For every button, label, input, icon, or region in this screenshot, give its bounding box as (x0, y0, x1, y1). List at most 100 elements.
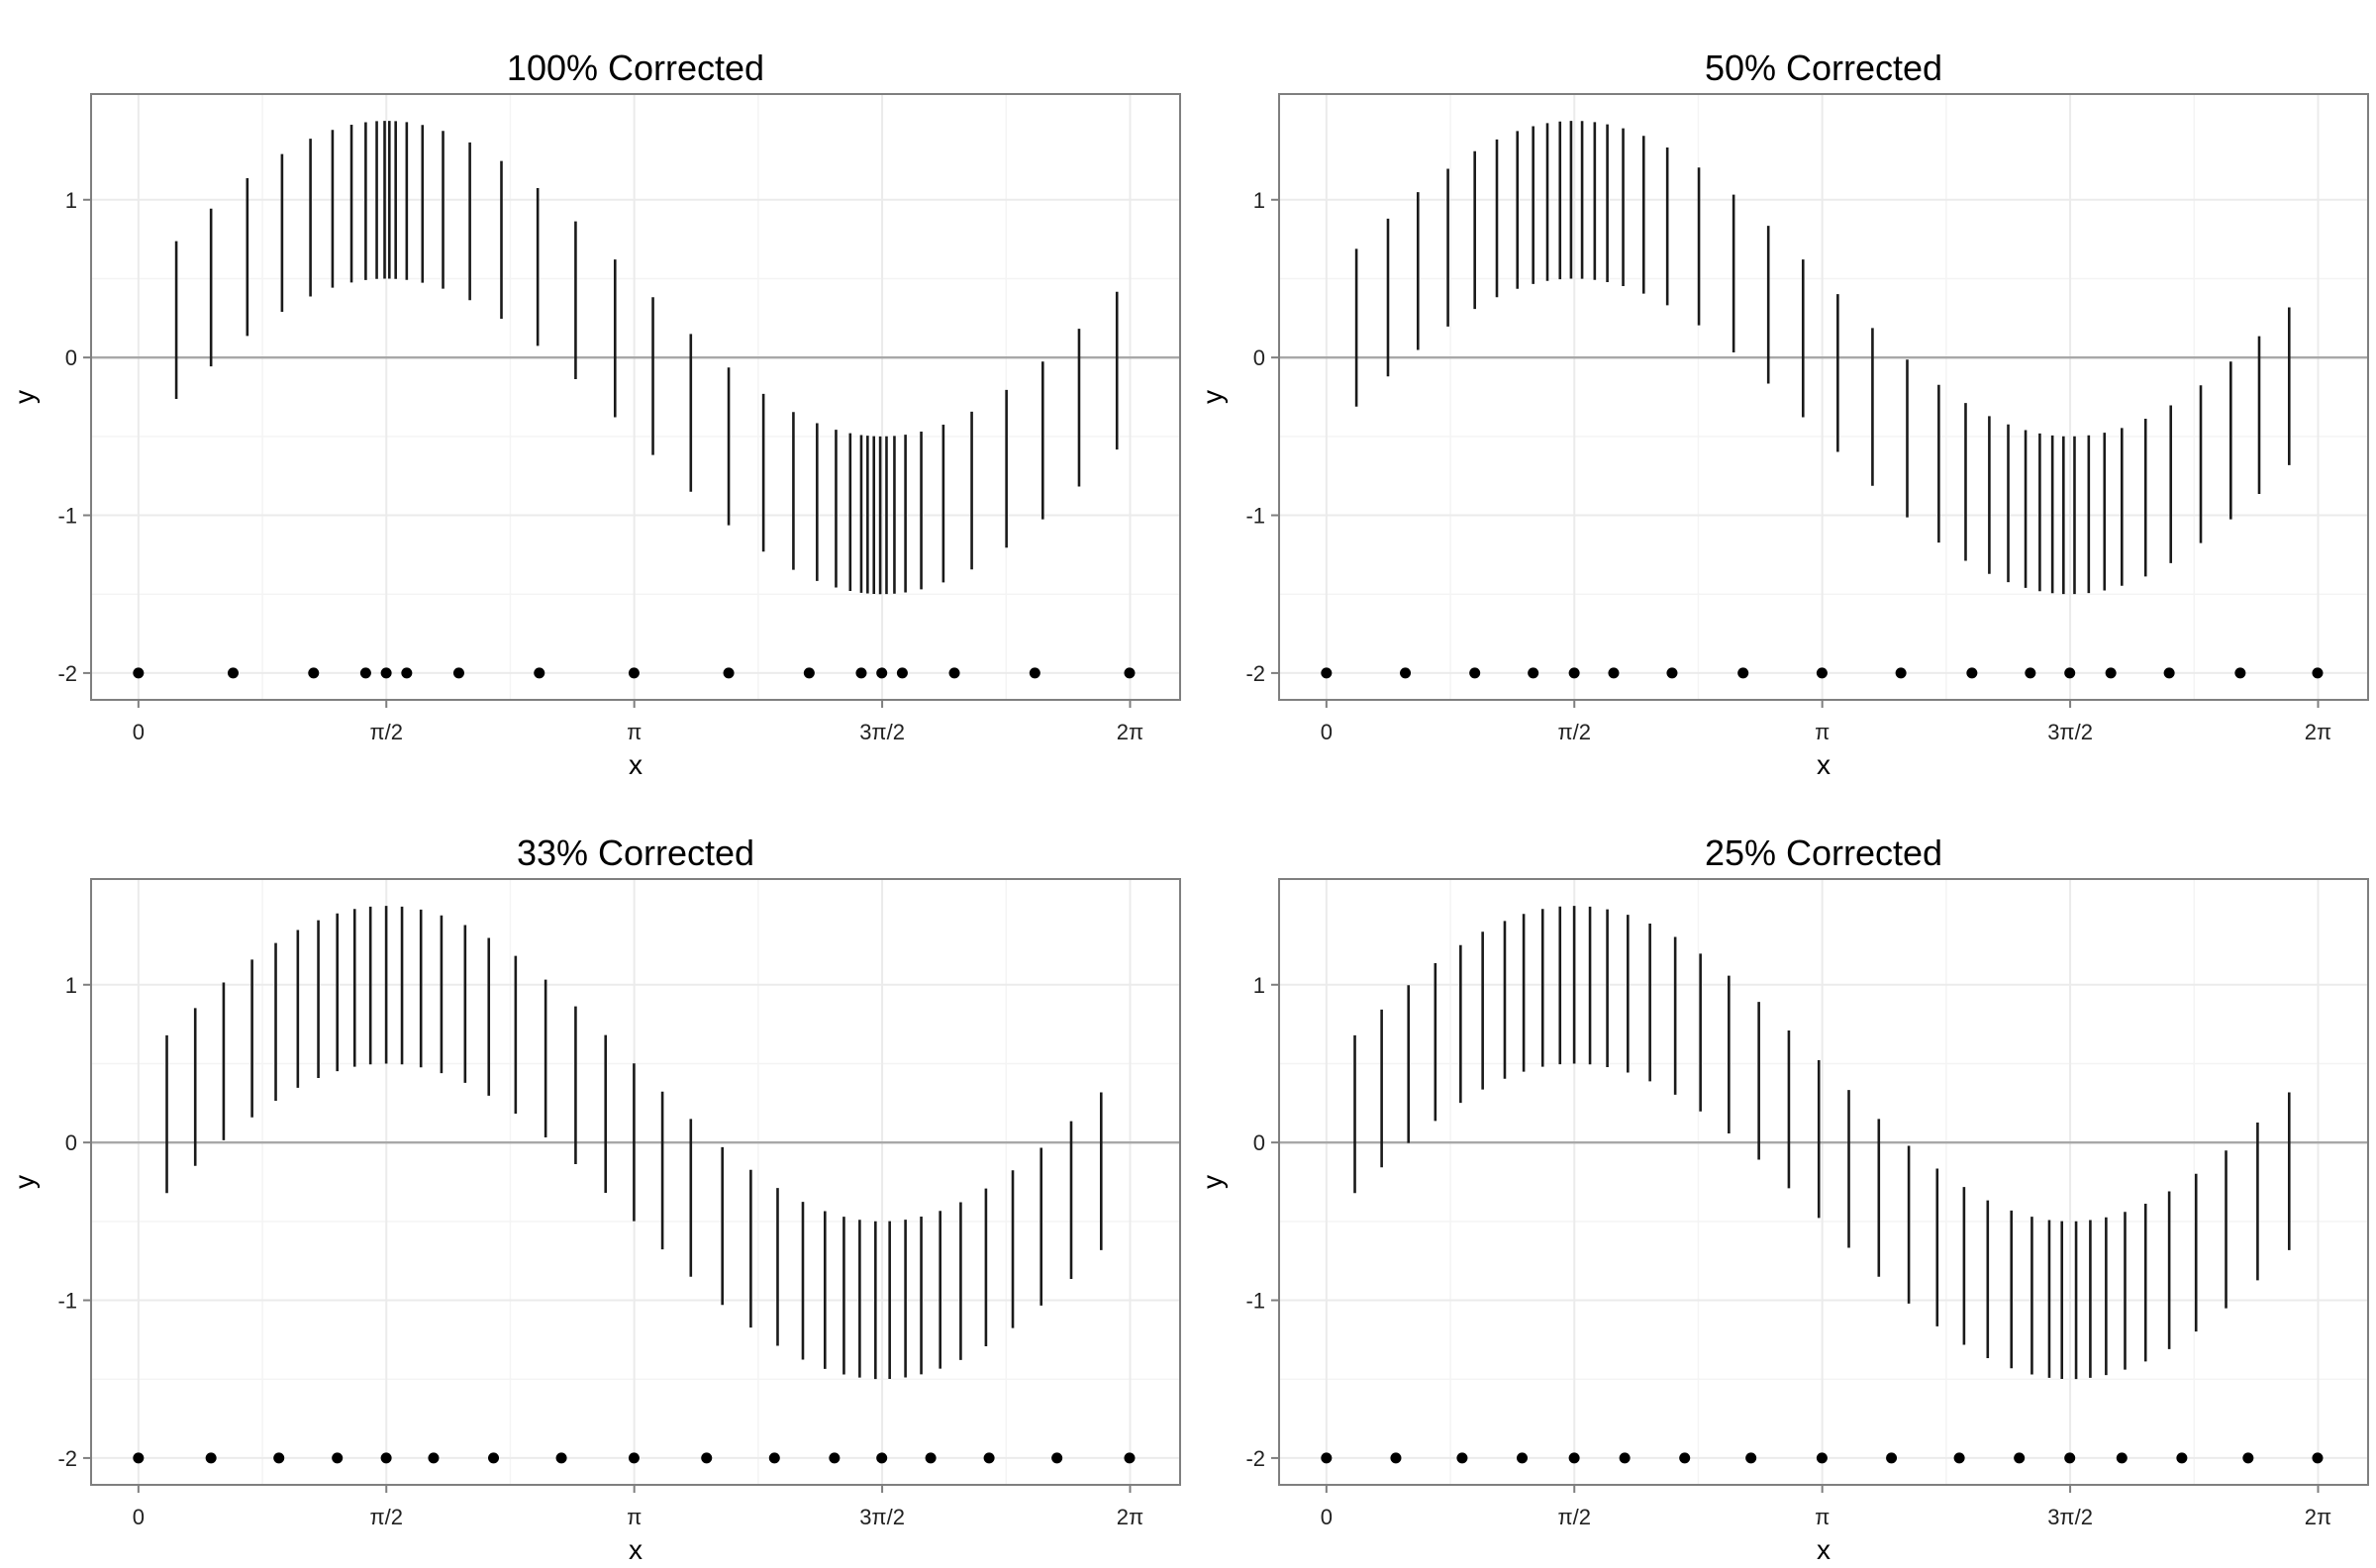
y-tick-label: -1 (57, 1289, 77, 1314)
data-point (1456, 1452, 1468, 1464)
data-point (1568, 667, 1580, 679)
data-point (1321, 667, 1333, 679)
x-tick-label: 3π/2 (2047, 720, 2093, 744)
data-point (1666, 667, 1678, 679)
data-point (1528, 667, 1539, 679)
y-tick-label: -1 (1245, 1289, 1265, 1314)
data-point (1745, 1452, 1757, 1464)
x-tick-label: 2π (2305, 1505, 2331, 1529)
y-tick-label: 0 (1253, 1130, 1265, 1155)
x-axis-title: x (629, 1534, 643, 1565)
x-tick-label: 0 (1321, 1505, 1333, 1529)
data-point (2105, 667, 2117, 679)
data-point (1953, 1452, 1965, 1464)
chart-title: 50% Corrected (1705, 48, 1942, 88)
x-tick-label: 3π/2 (2047, 1505, 2093, 1529)
data-point (628, 1452, 640, 1464)
data-point (1895, 667, 1907, 679)
plot-background (91, 94, 1180, 700)
x-tick-label: π/2 (369, 720, 403, 744)
y-axis-title: y (1197, 1175, 1228, 1189)
y-tick-label: 1 (1253, 973, 1265, 998)
x-tick-label: π (627, 1505, 642, 1529)
y-tick-label: 0 (65, 1130, 77, 1155)
data-point (876, 1452, 888, 1464)
chart-title: 100% Corrected (507, 48, 764, 88)
data-point (2014, 1452, 2026, 1464)
y-tick-label: -2 (1245, 661, 1265, 686)
data-point (428, 1452, 440, 1464)
y-axis-title: y (9, 1175, 40, 1189)
data-point (2116, 1452, 2128, 1464)
chart-panel-2: 0 π/2 π 3π/2 2π -2 -1 0 1 50% Corrected x y (1197, 48, 2369, 780)
x-tick-label: 2π (1117, 1505, 1143, 1529)
x-tick-label: π/2 (1557, 1505, 1591, 1529)
y-tick-label: 1 (1253, 188, 1265, 213)
data-point (2064, 667, 2076, 679)
data-point (1679, 1452, 1691, 1464)
data-point (2234, 667, 2246, 679)
data-point (401, 667, 413, 679)
data-point (2176, 1452, 2188, 1464)
chart-title: 33% Corrected (517, 833, 754, 873)
data-point (948, 667, 960, 679)
y-tick-label: 0 (1253, 345, 1265, 370)
data-point (359, 667, 371, 679)
x-tick-label: π/2 (1557, 720, 1591, 744)
x-axis-title: x (1817, 1534, 1831, 1565)
data-point (1568, 1452, 1580, 1464)
y-tick-label: 1 (65, 188, 77, 213)
panel-border (1278, 878, 2369, 1486)
chart-panel-1: 0 π/2 π 3π/2 2π -2 -1 0 1 100% Corrected x y (9, 48, 1181, 780)
x-tick-label: 3π/2 (859, 1505, 905, 1529)
data-point (876, 667, 888, 679)
panel-border (90, 93, 1181, 701)
x-tick-label: 0 (1321, 720, 1333, 744)
data-point (983, 1452, 995, 1464)
data-point (452, 667, 464, 679)
data-point (1517, 1452, 1529, 1464)
x-tick-label: π (1815, 720, 1830, 744)
x-tick-label: 2π (2305, 720, 2331, 744)
data-point (925, 1452, 937, 1464)
x-tick-label: 2π (1117, 720, 1143, 744)
data-point (1124, 1452, 1136, 1464)
data-point (1619, 1452, 1631, 1464)
x-axis-title: x (1817, 749, 1831, 780)
data-point (855, 667, 867, 679)
plot-background (1279, 879, 2368, 1485)
data-point (1469, 667, 1481, 679)
panel-border (1278, 93, 2369, 701)
data-point (1816, 667, 1828, 679)
data-point (205, 1452, 217, 1464)
chart-title: 25% Corrected (1705, 833, 1942, 873)
data-point (308, 667, 320, 679)
x-tick-label: π (1815, 1505, 1830, 1529)
y-tick-label: -2 (57, 1446, 77, 1471)
data-point (1051, 1452, 1063, 1464)
x-tick-label: π/2 (369, 1505, 403, 1529)
plot-background (1279, 94, 2368, 700)
chart-panel-4: 0 π/2 π 3π/2 2π -2 -1 0 1 25% Corrected x y (1197, 833, 2369, 1565)
x-tick-label: 0 (133, 1505, 145, 1529)
data-point (701, 1452, 713, 1464)
y-tick-label: 0 (65, 345, 77, 370)
data-point (2064, 1452, 2076, 1464)
x-tick-label: 3π/2 (859, 720, 905, 744)
data-point (2242, 1452, 2254, 1464)
y-tick-label: -2 (1245, 1446, 1265, 1471)
data-point (2312, 1452, 2324, 1464)
data-point (2163, 667, 2175, 679)
y-tick-label: 1 (65, 973, 77, 998)
data-point (2025, 667, 2036, 679)
chart-panel-3: 0 π/2 π 3π/2 2π -2 -1 0 1 33% Corrected x y (9, 833, 1181, 1565)
data-point (1390, 1452, 1402, 1464)
data-point (332, 1452, 344, 1464)
data-point (803, 667, 815, 679)
data-point (1124, 667, 1136, 679)
plot-background (91, 879, 1180, 1485)
data-point (1029, 667, 1040, 679)
x-axis-title: x (629, 749, 643, 780)
y-tick-label: -1 (57, 504, 77, 529)
